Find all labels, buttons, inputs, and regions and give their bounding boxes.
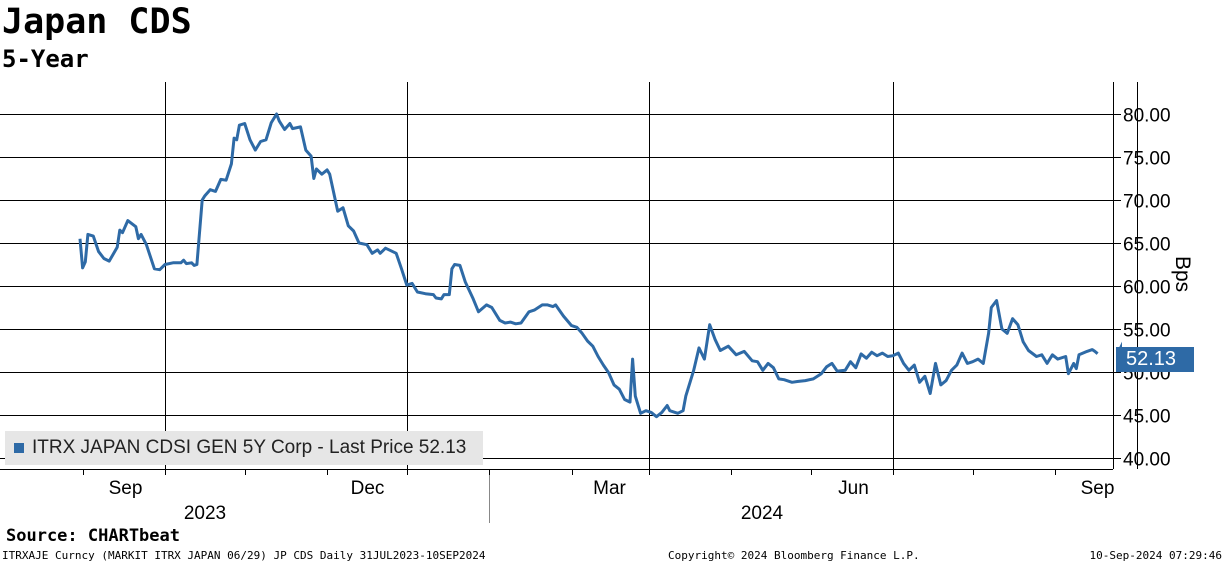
footer-copyright: Copyright© 2024 Bloomberg Finance L.P. (668, 549, 920, 562)
chart-title: Japan CDS (2, 2, 192, 42)
last-price-value: 52.13 (1126, 348, 1177, 370)
y-tick-label: 75.00 (1123, 149, 1171, 170)
x-tick-label: Dec (351, 478, 385, 499)
year-label-2023: 2023 (184, 503, 226, 524)
chart-subtitle: 5-Year (2, 45, 89, 73)
axes (0, 82, 1114, 523)
y-tick-label: 55.00 (1123, 321, 1171, 342)
series-group (78, 112, 1122, 419)
x-tick-label: Mar (593, 478, 626, 499)
legend-label: ITRX JAPAN CDSI GEN 5Y Corp - Last Price… (32, 437, 467, 458)
legend: ITRX JAPAN CDSI GEN 5Y Corp - Last Price… (5, 431, 483, 465)
footer-ticker-info: ITRXAJE Curncy (MARKIT ITRX JAPAN 06/29)… (2, 549, 486, 562)
year-label-2024: 2024 (741, 503, 784, 524)
x-tick-label: Jun (838, 478, 869, 499)
y-tick-label: 60.00 (1123, 278, 1171, 299)
y-tick-label: 80.00 (1123, 106, 1171, 127)
x-axis-ticks: Sep Dec Mar Jun Sep 2023 2024 (83, 469, 1115, 524)
chart-canvas: Sep Dec Mar Jun Sep 2023 2024 80.00 75.00 70.00 6… (0, 82, 1171, 524)
footer-timestamp: 10-Sep-2024 07:29:46 (1089, 549, 1222, 562)
y-tick-label: 70.00 (1123, 192, 1171, 213)
x-tick-label: Sep (109, 478, 143, 499)
grid-lines (0, 82, 1138, 469)
series-line (78, 112, 1099, 419)
y-tick-label: 45.00 (1123, 407, 1171, 428)
y-tick-label: 65.00 (1123, 235, 1171, 256)
y-axis-title: Bps (1171, 256, 1194, 293)
y-axis-ticks: 80.0075.0070.0065.0060.0055.0050.0045.00… (1113, 106, 1171, 471)
y-tick-label: 40.00 (1123, 450, 1171, 471)
last-price-label: 52.13 (1116, 347, 1194, 372)
source-note: Source: CHARTbeat (6, 526, 180, 546)
x-tick-label: Sep (1081, 478, 1115, 499)
legend-swatch (14, 443, 24, 453)
